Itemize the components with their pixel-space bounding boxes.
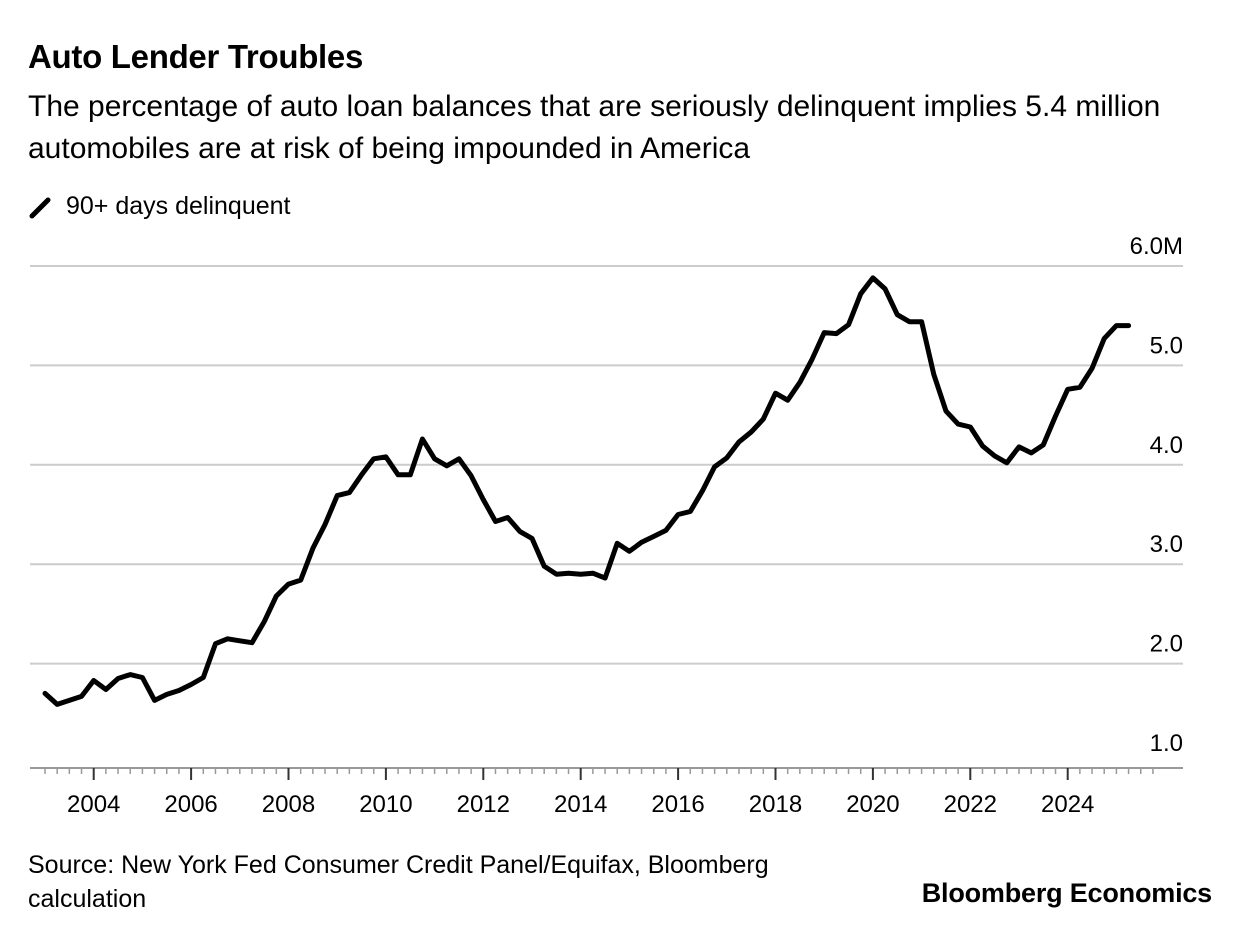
y-tick-label: 5.0 — [1150, 332, 1183, 359]
x-tick-label: 2014 — [554, 791, 607, 818]
chart-title: Auto Lender Troubles — [28, 38, 364, 75]
chart-subtitle: The percentage of auto loan balances tha… — [28, 90, 1161, 165]
series-line-90-days-delinquent — [42, 275, 1132, 707]
y-tick-label: 3.0 — [1150, 531, 1183, 558]
x-tick-label: 2020 — [846, 791, 899, 818]
y-tick-label: 2.0 — [1150, 631, 1183, 658]
x-tick-label: 2006 — [164, 791, 217, 818]
y-tick-label: 6.0M — [1130, 233, 1183, 260]
x-tick-label: 2022 — [944, 791, 997, 818]
y-axis-labels: 1.0 2.0 3.0 4.0 5.0 6.0M — [1130, 233, 1183, 757]
source-note: Source: New York Fed Consumer Credit Pan… — [28, 851, 769, 913]
line-chart: 2004 2006 2008 2010 2012 2014 2016 2018 2020 2022… — [30, 233, 1183, 818]
x-axis: 2004 2006 2008 2010 2012 2014 2016 2018 2020 2022… — [30, 767, 1183, 818]
x-tick-label: 2004 — [67, 791, 120, 818]
y-tick-label: 4.0 — [1150, 432, 1183, 459]
x-tick-label: 2016 — [651, 791, 704, 818]
legend-label: 90+ days delinquent — [66, 191, 291, 220]
x-tick-label: 2018 — [749, 791, 802, 818]
series-layer — [42, 275, 1132, 707]
y-tick-label: 1.0 — [1150, 730, 1183, 757]
x-tick-label: 2024 — [1041, 791, 1094, 818]
x-tick-label: 2012 — [457, 791, 510, 818]
x-tick-label: 2010 — [359, 791, 412, 818]
chart-legend: 90+ days delinquent — [28, 190, 291, 222]
x-tick-label: 2008 — [262, 791, 315, 818]
diagonal-line-icon — [29, 197, 51, 219]
brand-logo-text: Bloomberg Economics — [921, 878, 1212, 908]
gridlines — [30, 265, 1183, 665]
